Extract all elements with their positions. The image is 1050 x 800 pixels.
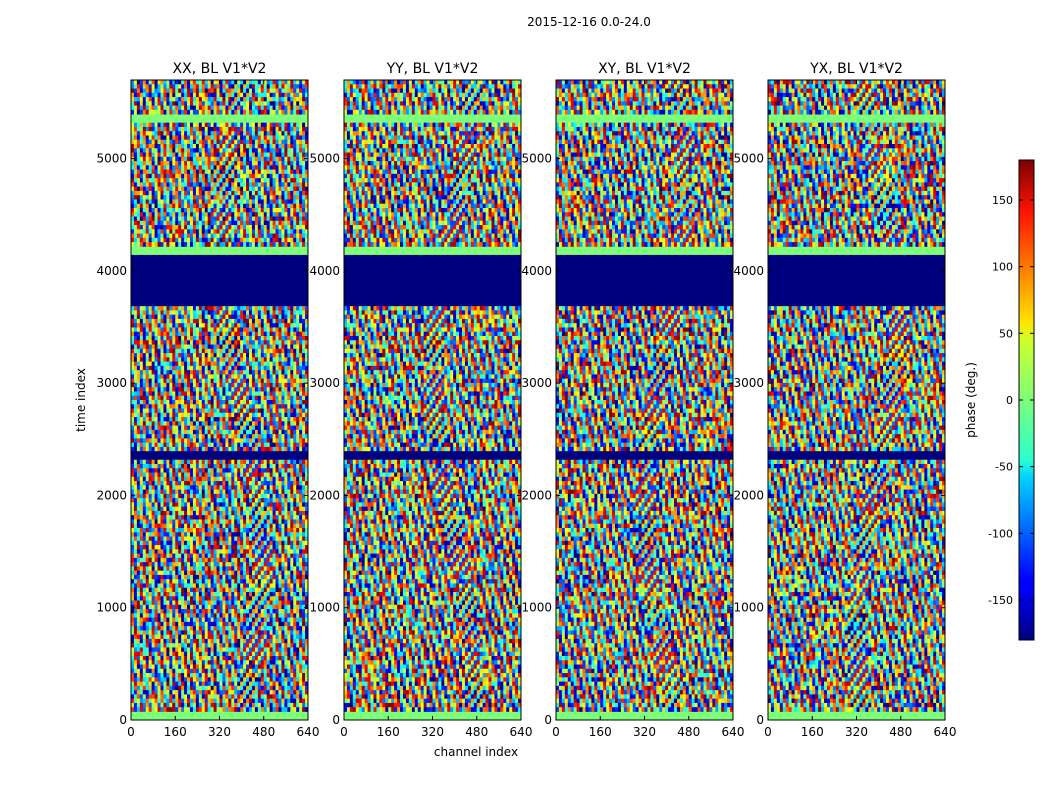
x-axis-label: channel index xyxy=(434,745,518,759)
y-tick-label: 1000 xyxy=(309,601,340,615)
panels-group: XX, BL V1*V2 0 160 320 480 640 0 1000 2000 3000 40… xyxy=(96,61,956,739)
x-tick-label: 0 xyxy=(127,725,135,739)
panel-title: YY, BL V1*V2 xyxy=(386,61,479,77)
x-tick-label: 480 xyxy=(677,725,700,739)
panel-title: YX, BL V1*V2 xyxy=(809,61,903,77)
y-tick-label: 0 xyxy=(119,713,127,727)
colorbar-tick-label: 100 xyxy=(992,261,1013,274)
y-tick-label: 0 xyxy=(756,713,764,727)
colorbar-tick-label: -100 xyxy=(988,527,1013,540)
figure-title: 2015-12-16 0.0-24.0 xyxy=(527,15,651,29)
x-tick-label: 640 xyxy=(722,725,745,739)
y-tick-label: 3000 xyxy=(733,376,764,390)
y-tick-label: 3000 xyxy=(96,376,127,390)
y-tick-label: 2000 xyxy=(309,488,340,502)
y-tick-label: 1000 xyxy=(96,601,127,615)
y-tick-label: 2000 xyxy=(733,488,764,502)
panel-xy: XY, BL V1*V2 0 160 320 480 640 0 1000 2000 3000 40… xyxy=(521,61,744,739)
y-tick-label: 4000 xyxy=(309,264,340,278)
phase-image-yy xyxy=(344,80,521,720)
y-tick-label: 0 xyxy=(544,713,552,727)
x-tick-label: 640 xyxy=(297,725,320,739)
phase-image-yx xyxy=(768,80,945,720)
x-tick-label: 320 xyxy=(208,725,231,739)
y-tick-label: 4000 xyxy=(733,264,764,278)
colorbar-label: phase (deg.) xyxy=(964,362,978,438)
x-tick-label: 160 xyxy=(801,725,824,739)
y-tick-label: 2000 xyxy=(521,488,552,502)
panel-yy: YY, BL V1*V2 0 160 320 480 640 0 1000 2000 3000 40… xyxy=(309,61,532,739)
y-tick-label: 0 xyxy=(332,713,340,727)
colorbar-tick-label: 0 xyxy=(1006,394,1013,407)
panel-title: XY, BL V1*V2 xyxy=(598,61,691,77)
panel-yx: YX, BL V1*V2 0 160 320 480 640 0 1000 2000 3000 40… xyxy=(733,61,956,739)
y-tick-label: 5000 xyxy=(309,152,340,166)
x-tick-label: 480 xyxy=(252,725,275,739)
colorbar-tick-label: 50 xyxy=(999,327,1013,340)
y-tick-label: 5000 xyxy=(521,152,552,166)
y-tick-label: 4000 xyxy=(521,264,552,278)
colorbar-tick-label: -150 xyxy=(988,594,1013,607)
x-tick-label: 160 xyxy=(589,725,612,739)
x-tick-label: 320 xyxy=(421,725,444,739)
y-tick-label: 3000 xyxy=(521,376,552,390)
x-tick-label: 0 xyxy=(764,725,772,739)
panel-title: XX, BL V1*V2 xyxy=(173,61,267,77)
x-tick-label: 160 xyxy=(377,725,400,739)
y-tick-label: 3000 xyxy=(309,376,340,390)
x-tick-label: 480 xyxy=(889,725,912,739)
x-tick-label: 640 xyxy=(934,725,957,739)
x-tick-label: 0 xyxy=(340,725,348,739)
y-tick-label: 4000 xyxy=(96,264,127,278)
x-tick-label: 0 xyxy=(552,725,560,739)
colorbar: -150 -100 -50 0 50 100 150 phase (deg.) xyxy=(964,159,1035,641)
x-tick-label: 160 xyxy=(164,725,187,739)
x-tick-label: 480 xyxy=(465,725,488,739)
panel-xx: XX, BL V1*V2 0 160 320 480 640 0 1000 2000 3000 40… xyxy=(96,61,319,739)
y-tick-label: 5000 xyxy=(96,152,127,166)
colorbar-tick-label: 150 xyxy=(992,194,1013,207)
colorbar-ticks: -150 -100 -50 0 50 100 150 xyxy=(988,194,1034,607)
x-tick-label: 640 xyxy=(510,725,533,739)
y-tick-label: 5000 xyxy=(733,152,764,166)
y-tick-label: 1000 xyxy=(521,601,552,615)
phase-image-xy xyxy=(556,80,733,720)
y-tick-label: 2000 xyxy=(96,488,127,502)
colorbar-tick-label: -50 xyxy=(995,461,1013,474)
y-axis-label: time index xyxy=(74,368,88,432)
x-tick-label: 320 xyxy=(633,725,656,739)
phase-image-xx xyxy=(131,80,308,720)
y-tick-label: 1000 xyxy=(733,601,764,615)
x-tick-label: 320 xyxy=(845,725,868,739)
